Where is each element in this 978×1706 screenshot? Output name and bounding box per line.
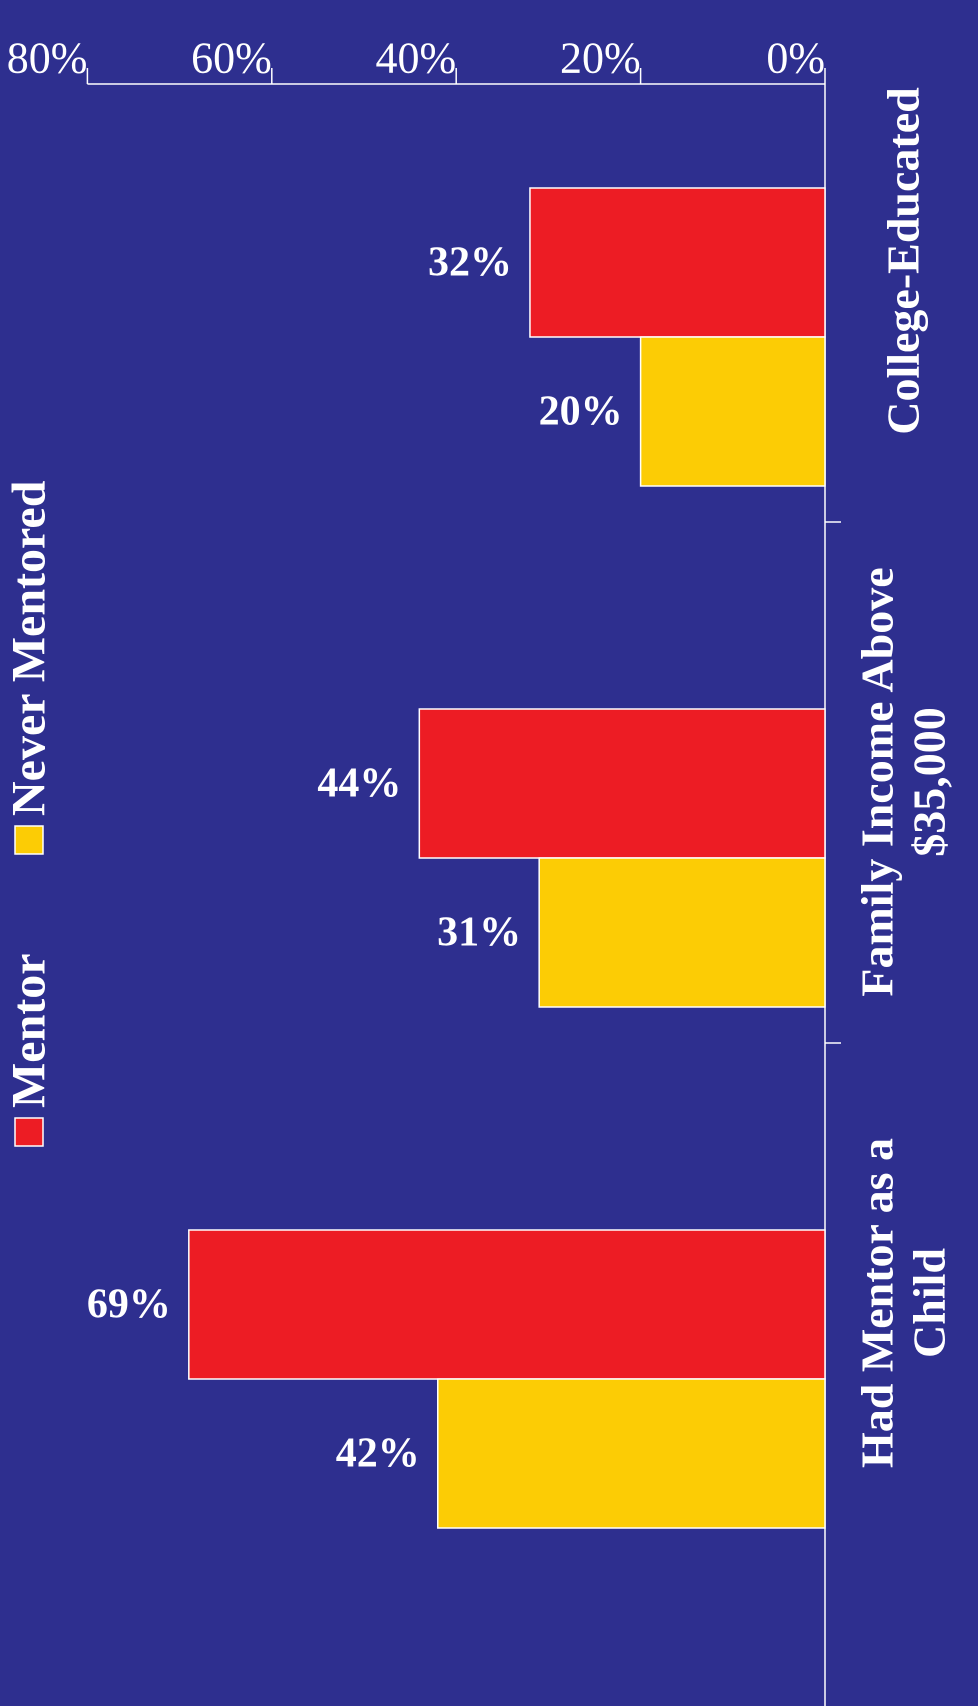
legend-label-mentor: Mentor — [3, 953, 56, 1108]
bar-never-mentored-had-mentor-as-a — [437, 1378, 826, 1529]
y-tick-label: 20% — [560, 34, 641, 83]
chart-plot-area: 0% 20% 40% 60% 80% 32% 44% 69% 20% 31% 42% Colleg… — [3, 34, 955, 1706]
category-label-line: Child — [904, 1248, 955, 1358]
bar-never-mentored-family-income-above — [538, 857, 826, 1008]
data-label: 31% — [437, 910, 521, 956]
category-label-had-mentor-as-a: Had Mentor as a Child — [852, 1138, 955, 1468]
category-label-college-educated: College-Educated — [878, 87, 929, 435]
y-tick-label: 80% — [7, 34, 88, 83]
data-label: 69% — [87, 1282, 171, 1328]
y-tick-label: 0% — [766, 34, 825, 83]
category-labels: College-Educated Family Income Above $35,0… — [852, 87, 955, 1468]
data-label: 32% — [428, 240, 512, 286]
legend-swatch-never-mentored — [14, 825, 44, 855]
data-label: 42% — [336, 1431, 420, 1477]
bar-never-mentored-college-educated — [639, 336, 826, 487]
category-label-family-income-above: Family Income Above $35,000 — [852, 567, 955, 996]
bar-mentor-had-mentor-as-a — [188, 1229, 826, 1380]
legend-swatch-mentor — [14, 1117, 44, 1147]
category-label-line: Had Mentor as a — [852, 1138, 903, 1468]
category-label-line: $35,000 — [904, 707, 955, 857]
bar-mentor-family-income-above — [418, 708, 826, 859]
y-tick-label: 40% — [376, 34, 457, 83]
bar-mentor-college-educated — [529, 187, 826, 338]
y-tick-label: 60% — [191, 34, 272, 83]
legend-label-never-mentored: Never Mentored — [3, 480, 56, 816]
y-axis-ticks: 0% 20% 40% 60% 80% — [7, 34, 841, 1044]
bars — [188, 187, 826, 1529]
category-label-line: Family Income Above — [852, 567, 903, 996]
data-label: 44% — [317, 761, 401, 807]
category-label-line: College-Educated — [878, 87, 929, 435]
data-labels: 32% 44% 69% 20% 31% 42% — [87, 240, 623, 1477]
data-label: 20% — [539, 389, 623, 435]
legend: Mentor Never Mentored — [3, 480, 56, 1147]
